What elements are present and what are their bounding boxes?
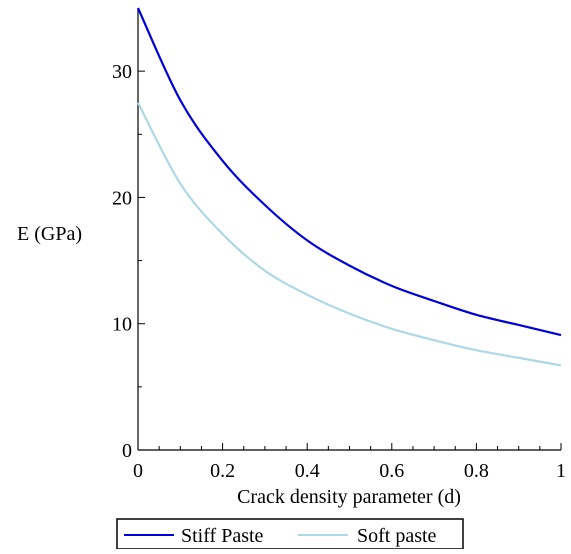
x-tick-label: 0.6 [379,460,404,482]
y-tick-label: 30 [112,61,132,83]
legend-label-soft-paste: Soft paste [357,525,437,547]
legend: Stiff Paste Soft paste [116,518,464,550]
x-tick-label: 0.4 [295,460,320,482]
axes [137,8,562,451]
legend-label-stiff-paste: Stiff Paste [181,525,264,547]
y-tick-label: 0 [122,440,132,462]
x-tick-label: 0.2 [210,460,235,482]
series-line-soft-paste [137,102,562,367]
x-axis-label: Crack density parameter (d) [237,486,461,508]
y-tick-label: 20 [112,187,132,209]
y-tick-label: 10 [112,314,132,336]
x-tick-label: 0.8 [464,460,489,482]
x-tick-label: 1 [556,460,566,482]
x-tick-label: 0 [133,460,143,482]
series-line-stiff-paste [137,7,562,337]
y-axis-label: E (GPa) [17,223,82,245]
legend-box [116,518,464,550]
series-lines [137,7,562,367]
